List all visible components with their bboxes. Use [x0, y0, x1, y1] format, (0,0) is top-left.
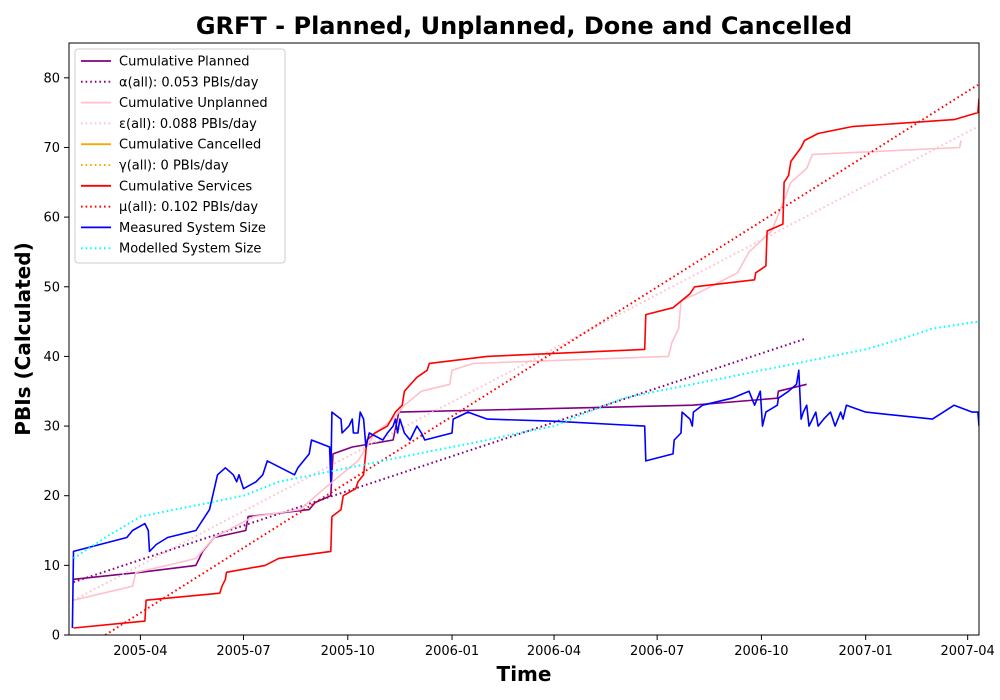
- series-line-cumulative-unplanned: [73, 140, 962, 601]
- x-tick-label: 2005-10: [321, 644, 375, 659]
- y-tick-label: 70: [43, 141, 60, 156]
- x-tick-label: 2006-01: [425, 644, 479, 659]
- x-tick-label: 2006-10: [734, 644, 788, 659]
- x-tick-label: 2007-04: [941, 644, 995, 659]
- x-tick-label: 2005-07: [216, 644, 270, 659]
- legend: Cumulative Planned α(all): 0.053 PBIs/day…: [74, 48, 286, 264]
- legend-label: Cumulative Services: [119, 179, 252, 194]
- legend-label: Cumulative Planned: [119, 55, 249, 70]
- x-tick-label: 2006-04: [527, 644, 581, 659]
- x-tick-label: 2006-07: [630, 644, 684, 659]
- legend-label: ε(all): 0.088 PBIs/day: [119, 117, 257, 132]
- series-line-all-0-102-pbis-day: [104, 83, 979, 635]
- y-axis-title: PBIs (Calculated): [11, 242, 35, 435]
- series-line-cumulative-planned: [73, 383, 807, 581]
- legend-label: μ(all): 0.102 PBIs/day: [119, 200, 258, 215]
- legend-label: Cumulative Unplanned: [119, 96, 268, 111]
- legend-label: Cumulative Cancelled: [119, 138, 261, 153]
- x-tick-label: 2007-01: [839, 644, 893, 659]
- y-tick-label: 20: [43, 489, 60, 504]
- x-tick-label: 2005-04: [113, 644, 167, 659]
- y-tick-label: 30: [43, 420, 60, 435]
- y-tick-label: 80: [43, 71, 60, 86]
- y-tick-label: 40: [43, 350, 60, 365]
- y-tick-label: 10: [43, 559, 60, 574]
- legend-label: γ(all): 0 PBIs/day: [119, 159, 229, 174]
- legend-label: Modelled System Size: [119, 242, 261, 257]
- y-tick-label: 50: [43, 280, 60, 295]
- legend-label: Measured System Size: [119, 221, 266, 236]
- series-line-all-0-053-pbis-day: [73, 337, 808, 584]
- legend-box: [74, 48, 286, 264]
- series-line-cumulative-services: [73, 98, 979, 629]
- chart-title: GRFT - Planned, Unplanned, Done and Canc…: [196, 12, 852, 40]
- plot-frame: [68, 42, 980, 636]
- x-axis-title: Time: [497, 662, 552, 686]
- series-line-measured-system-size: [71, 369, 979, 629]
- y-tick-label: 0: [52, 629, 60, 644]
- series-line-modelled-system-size: [72, 320, 979, 560]
- y-tick-label: 60: [43, 211, 60, 226]
- legend-label: α(all): 0.053 PBIs/day: [119, 75, 259, 90]
